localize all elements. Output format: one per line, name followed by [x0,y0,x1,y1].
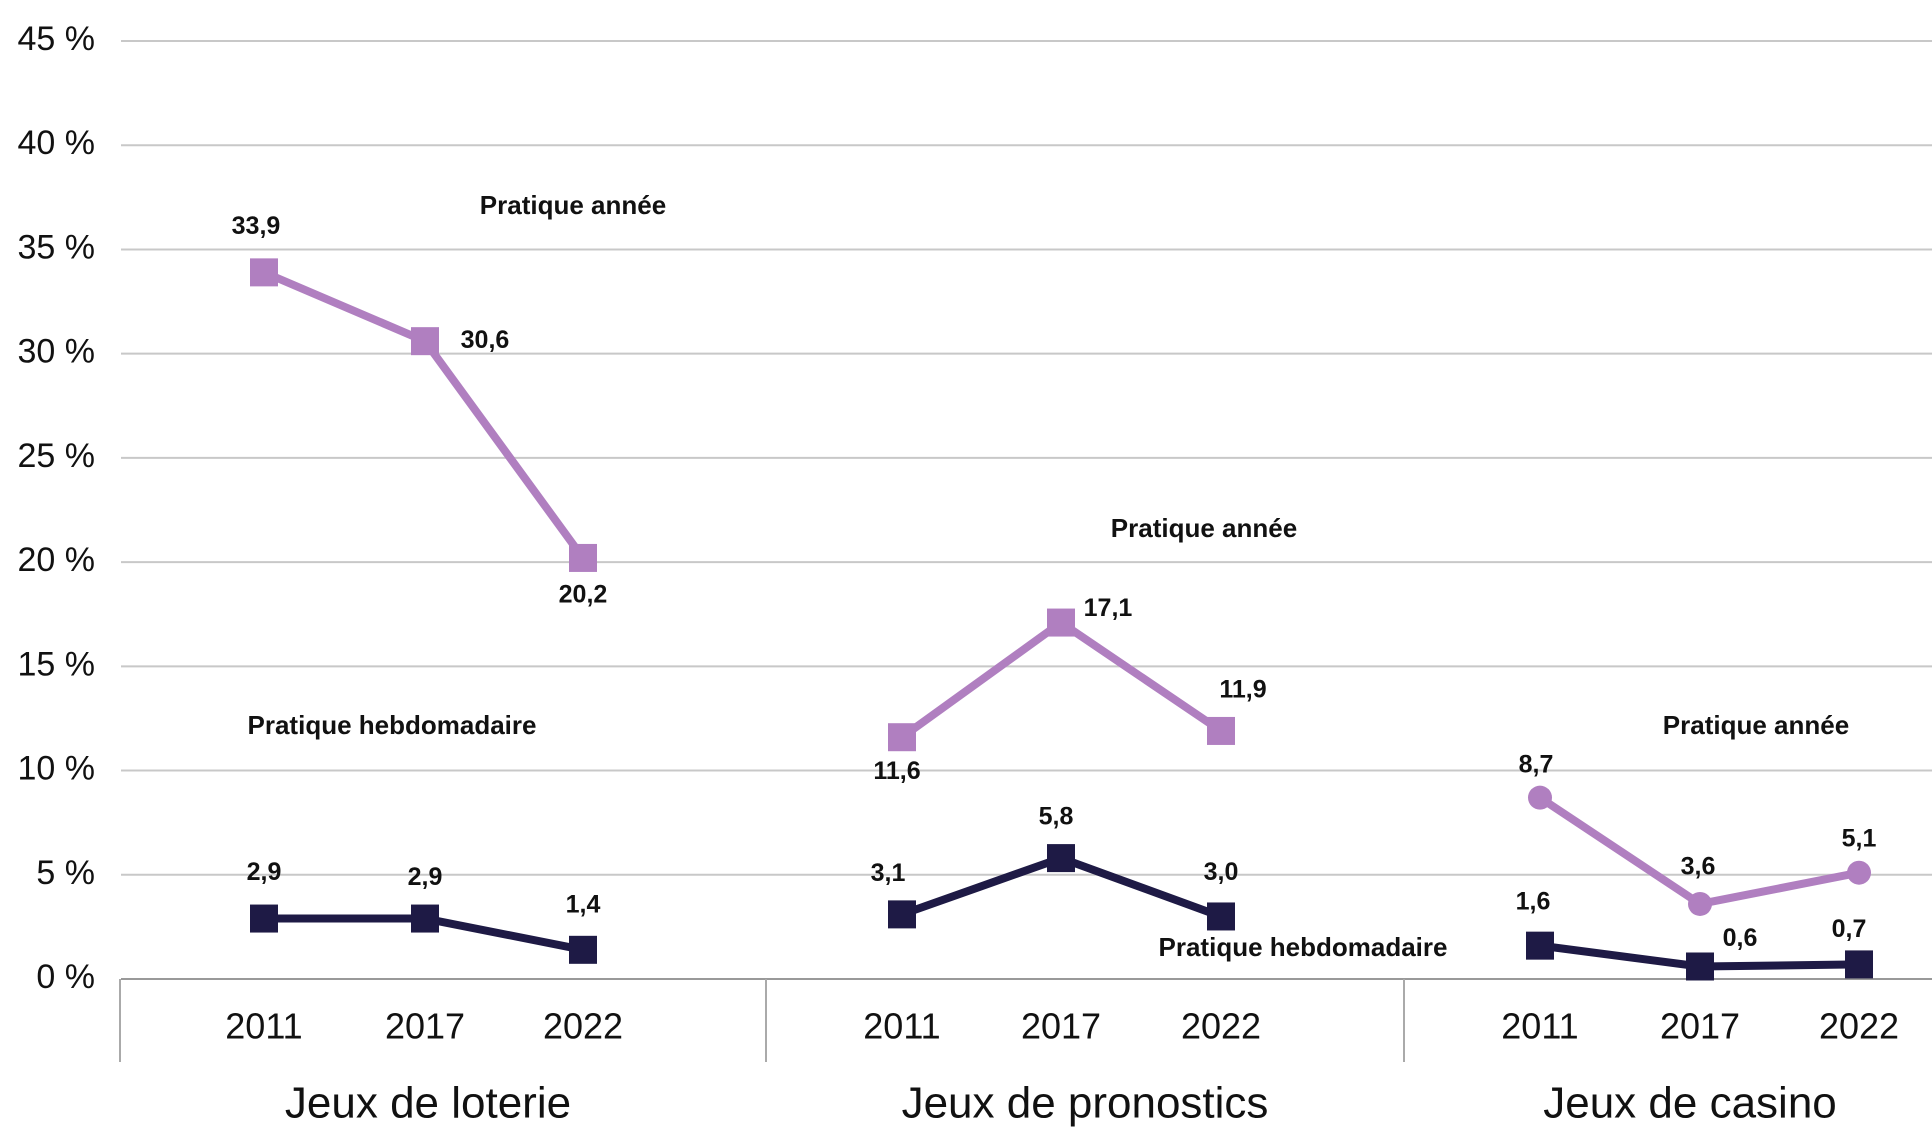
value-label: 5,8 [1039,803,1074,831]
value-label: 17,1 [1084,594,1133,622]
y-tick-label: 40 % [18,124,96,162]
marker [1686,952,1714,981]
y-tick-label: 5 % [36,854,95,892]
series-label: Pratique hebdomadaire [1159,932,1448,962]
series-label: Pratique hebdomadaire [248,710,537,740]
value-label: 3,6 [1681,853,1716,881]
y-tick-label: 35 % [18,228,96,266]
marker [1526,931,1554,960]
x-tick-label: 2011 [1501,1006,1578,1047]
marker [411,327,439,356]
group-label: Jeux de pronostics [902,1079,1269,1128]
value-label: 0,6 [1723,924,1758,952]
value-label: 5,1 [1842,824,1877,852]
x-tick-label: 2017 [385,1006,465,1047]
marker [1528,785,1552,810]
value-label: 0,7 [1832,915,1867,943]
y-tick-label: 0 % [36,958,95,996]
value-label: 11,9 [1219,676,1266,704]
marker [569,543,597,572]
marker [888,723,916,752]
marker [1845,950,1873,979]
marker [1207,716,1235,745]
value-label: 30,6 [461,326,510,354]
marker [888,900,916,929]
x-tick-label: 2011 [863,1006,940,1047]
y-tick-label: 15 % [18,645,96,683]
x-tick-label: 2017 [1660,1006,1740,1047]
value-label: 3,0 [1204,858,1239,886]
y-tick-label: 30 % [18,333,96,371]
y-tick-label: 45 % [18,20,96,58]
value-label: 33,9 [232,212,281,240]
value-label: 2,9 [247,858,282,886]
marker [1047,608,1075,637]
y-tick-label: 25 % [18,437,96,475]
y-tick-label: 20 % [18,541,96,579]
marker [250,904,278,933]
series-line [899,618,1224,741]
x-tick-label: 2022 [1181,1006,1261,1047]
group-label: Jeux de loterie [285,1079,571,1128]
value-label: 1,4 [566,890,601,918]
value-label: 11,6 [873,757,920,785]
value-label: 1,6 [1516,887,1551,915]
x-tick-label: 2017 [1021,1006,1101,1047]
marker [1847,860,1871,885]
marker [1047,844,1075,873]
marker [411,904,439,933]
marker [250,258,278,287]
x-tick-label: 2022 [1819,1006,1899,1047]
marker [1688,891,1712,916]
marker [1207,902,1235,931]
series-line [1537,794,1860,908]
series-label: Pratique année [1663,710,1849,740]
x-tick-label: 2022 [543,1006,623,1047]
series-label: Pratique année [480,190,666,220]
x-tick-label: 2011 [225,1006,302,1047]
value-label: 3,1 [871,859,906,887]
series-label: Pratique année [1111,513,1297,543]
group-label: Jeux de casino [1543,1079,1837,1128]
series-line [262,268,587,561]
value-label: 8,7 [1519,750,1554,778]
marker [569,935,597,964]
value-label: 2,9 [408,863,443,891]
y-tick-label: 10 % [18,750,96,788]
value-label: 20,2 [559,581,608,609]
